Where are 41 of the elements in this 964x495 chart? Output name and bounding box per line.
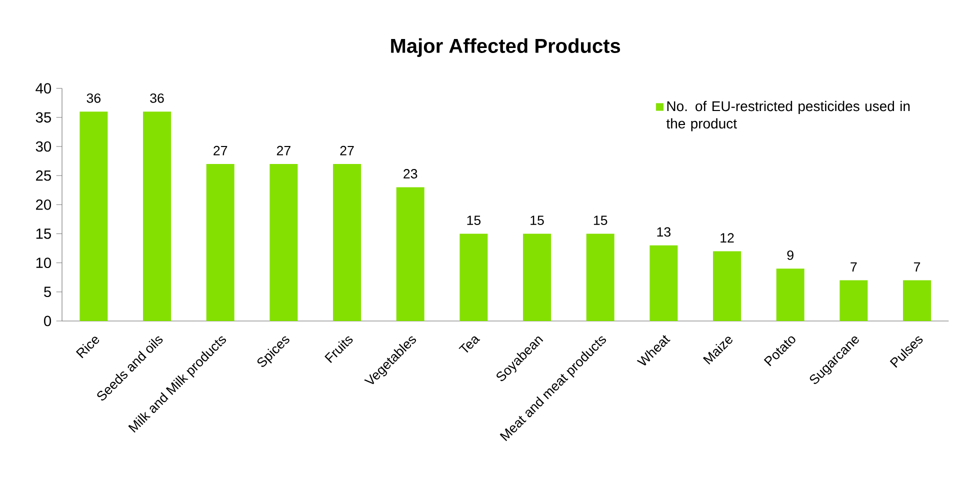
bar [840, 280, 868, 321]
bar [586, 234, 614, 321]
data-label: 27 [214, 146, 228, 156]
data-label: 27 [276, 146, 290, 156]
data-label: 15 [467, 216, 481, 226]
y-tick-label: 35 [36, 112, 51, 123]
bar [143, 112, 172, 321]
data-label: 36 [150, 93, 164, 103]
data-label: 13 [657, 227, 671, 237]
y-tick-label: 15 [36, 228, 51, 239]
bar [903, 280, 932, 321]
data-label: 36 [86, 93, 101, 103]
data-label: 12 [720, 233, 734, 242]
bar [396, 187, 424, 321]
data-label: 15 [594, 216, 608, 226]
bar [206, 164, 234, 321]
bar [776, 268, 804, 321]
data-label: 7 [914, 262, 920, 272]
y-tick-label: 5 [44, 286, 51, 298]
y-tick-label: 10 [36, 258, 52, 268]
bar [460, 234, 488, 321]
bar [80, 112, 108, 321]
data-label: 15 [530, 216, 544, 226]
data-label: 7 [850, 262, 857, 272]
bar [523, 234, 552, 321]
y-tick-label: 30 [36, 141, 52, 152]
bar [713, 251, 741, 321]
bar [270, 164, 298, 321]
bar [650, 245, 678, 321]
data-label: 9 [787, 250, 794, 260]
x-tick-label: Tea [458, 336, 480, 353]
y-tick-label: 20 [36, 199, 52, 210]
y-tick-label: 0 [44, 316, 52, 326]
y-tick-label: 40 [36, 83, 52, 94]
chart-title: Major Affected Products [391, 38, 620, 57]
x-tick-label: Rice [76, 336, 100, 358]
bar [333, 164, 362, 321]
legend-label: No. of EU-restricted pesticides used in the product [666, 100, 910, 132]
y-tick-label: 25 [36, 170, 51, 181]
data-label: 27 [340, 146, 354, 156]
data-label: 23 [404, 169, 418, 178]
